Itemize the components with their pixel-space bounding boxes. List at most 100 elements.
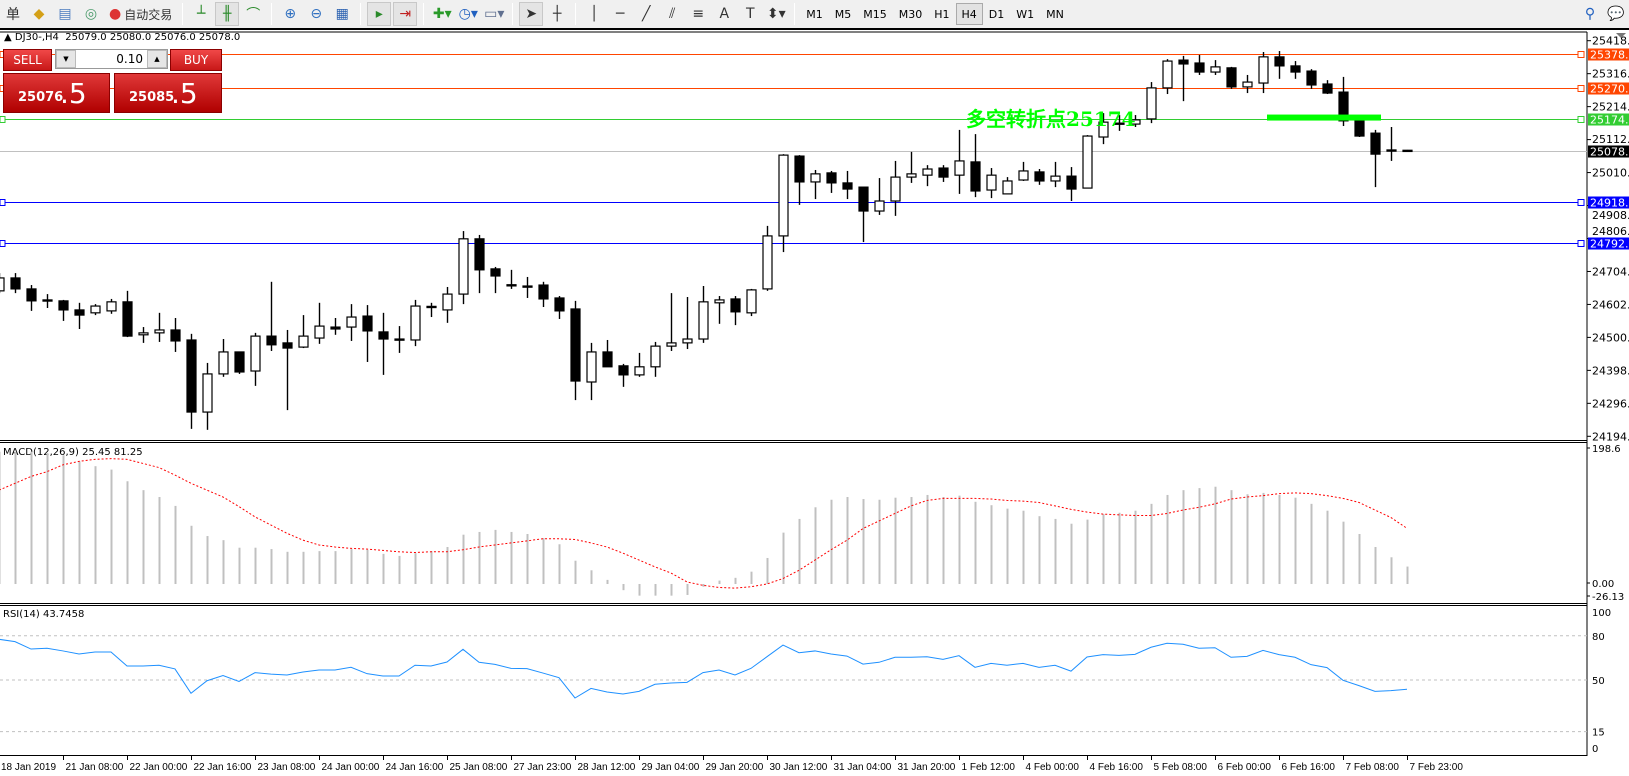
rsi-axis-label: 15 xyxy=(1592,728,1605,739)
fibonacci-icon[interactable]: ≡ xyxy=(692,6,705,22)
candle-body-bearish xyxy=(1354,120,1365,137)
indicators-icon[interactable]: ✚▾ xyxy=(432,6,452,22)
candle-body-bearish xyxy=(1066,175,1077,190)
trendline-icon[interactable]: ╱ xyxy=(642,6,651,22)
time-label: 23 Jan 08:00 xyxy=(258,762,316,773)
candle xyxy=(186,333,197,429)
candle-body-bullish xyxy=(1098,121,1109,138)
candle xyxy=(106,298,117,314)
sell-button[interactable]: SELL xyxy=(3,49,52,71)
text-label-icon[interactable]: T xyxy=(745,6,755,22)
lot-size-input[interactable]: 0.10 xyxy=(116,52,143,66)
timeframe-h1[interactable]: H1 xyxy=(934,7,950,21)
tile-windows-icon[interactable]: ▦ xyxy=(335,6,349,22)
decrease-lot-button[interactable]: ▼ xyxy=(56,50,76,68)
timeframe-mn[interactable]: MN xyxy=(1046,7,1064,21)
candle-body-bearish xyxy=(602,351,613,368)
increase-lot-button[interactable]: ▲ xyxy=(147,50,167,68)
level-handle-right[interactable] xyxy=(1577,85,1585,92)
level-handle-right[interactable] xyxy=(1577,199,1585,206)
candle xyxy=(1274,51,1285,79)
buy-price-button[interactable]: 25085 .5 xyxy=(114,73,222,113)
arrows-icon[interactable]: ⬍▾ xyxy=(766,6,786,22)
level-handle-left[interactable] xyxy=(0,116,6,123)
pivot-annotation-text[interactable]: 多空转折点25174 xyxy=(966,107,1136,131)
timeframe-m5[interactable]: M5 xyxy=(834,7,852,21)
candle xyxy=(394,326,405,353)
text-icon[interactable]: A xyxy=(719,6,730,22)
candle-body-bearish xyxy=(362,315,373,332)
candle-body-bearish xyxy=(42,299,53,302)
vertical-line-icon[interactable]: │ xyxy=(590,6,599,22)
timeframe-d1[interactable]: D1 xyxy=(988,7,1005,21)
rsi-axis-label: 0 xyxy=(1592,744,1598,755)
signals-icon[interactable]: ◎ xyxy=(84,6,98,22)
candle-body-bearish xyxy=(1402,149,1413,153)
price-tick-label: 24908.0 xyxy=(1592,209,1629,222)
buy-button[interactable]: BUY xyxy=(170,49,222,71)
toolbar-divider xyxy=(271,3,273,25)
candle xyxy=(826,170,837,193)
candle-body-bullish xyxy=(714,299,725,304)
candle-body-bullish xyxy=(666,342,677,347)
sell-price-button[interactable]: 25076 .5 xyxy=(3,73,110,113)
chart-shift-marker-icon[interactable] xyxy=(1616,33,1626,38)
zoom-out-icon[interactable]: ⊖ xyxy=(310,6,323,22)
level-handle-right[interactable] xyxy=(1577,51,1585,58)
candle xyxy=(1162,59,1173,95)
candle-body-bullish xyxy=(1082,135,1093,189)
navigator-icon[interactable]: ▤ xyxy=(58,6,72,22)
rsi-axis-label: 100 xyxy=(1592,608,1611,619)
one-click-trading-panel: SELL ▼ 0.10 ▲ BUY 25076 .5 25085 .5 xyxy=(3,49,222,113)
chat-icon[interactable]: 💬 xyxy=(1607,6,1625,22)
menu-fragment[interactable]: 单 xyxy=(6,7,20,23)
candle-body-bullish xyxy=(314,325,325,339)
timeframe-m1[interactable]: M1 xyxy=(806,7,823,21)
equidistant-channel-icon[interactable]: ⫽ xyxy=(669,6,676,22)
horizontal-line-icon[interactable]: ─ xyxy=(616,6,625,22)
timeframe-m30[interactable]: M30 xyxy=(898,7,923,21)
market-watch-icon[interactable]: ◆ xyxy=(33,6,45,22)
candle xyxy=(1130,115,1141,127)
candle xyxy=(314,302,325,344)
candle-body-bullish xyxy=(906,173,917,178)
candle-body-bullish xyxy=(1242,81,1253,88)
timeframe-h4[interactable]: H4 xyxy=(955,3,983,25)
level-handle-left[interactable] xyxy=(0,240,6,247)
candle xyxy=(346,304,357,341)
candle xyxy=(90,304,101,316)
candle-body-bullish xyxy=(426,305,437,309)
level-handle-right[interactable] xyxy=(1577,240,1585,247)
auto-trading-button[interactable]: ● 自动交易 xyxy=(105,2,176,26)
candle xyxy=(554,296,565,319)
pivot-marker-bar[interactable] xyxy=(1267,114,1381,121)
candle-body-bullish xyxy=(810,173,821,183)
crosshair-icon[interactable]: ┼ xyxy=(553,6,562,22)
candle xyxy=(970,134,981,198)
line-chart-icon[interactable]: ⌒ xyxy=(246,7,261,23)
candle xyxy=(570,300,581,401)
lot-size-stepper[interactable]: ▼ 0.10 ▲ xyxy=(55,49,168,69)
timeframe-w1[interactable]: W1 xyxy=(1016,7,1035,21)
candle-body-bullish xyxy=(0,277,5,292)
search-icon[interactable]: ⚲ xyxy=(1584,6,1596,22)
zoom-in-icon[interactable]: ⊕ xyxy=(284,6,297,22)
candle-body-bullish xyxy=(1002,180,1013,195)
time-label: 22 Jan 16:00 xyxy=(194,762,252,773)
templates-icon[interactable]: ▭▾ xyxy=(484,6,505,22)
chart-shift-icon[interactable]: ⇥ xyxy=(393,2,418,26)
auto-scroll-icon[interactable]: ▸ xyxy=(367,2,392,26)
rsi-title: RSI(14) 43.7458 xyxy=(3,609,84,620)
periods-clock-icon[interactable]: ◷▾ xyxy=(458,6,478,22)
cursor-icon[interactable]: ➤ xyxy=(519,2,544,26)
candlestick-chart-icon[interactable]: ╫ xyxy=(215,2,240,26)
auto-trading-label: 自动交易 xyxy=(124,7,173,22)
level-handle-right[interactable] xyxy=(1577,116,1585,123)
candle xyxy=(250,332,261,386)
candle xyxy=(1066,167,1077,202)
collapse-triangle-icon[interactable]: ▲ xyxy=(4,32,15,43)
timeframe-m15[interactable]: M15 xyxy=(863,7,887,21)
bar-chart-icon[interactable]: ┴ xyxy=(197,6,206,22)
level-handle-left[interactable] xyxy=(0,199,6,206)
